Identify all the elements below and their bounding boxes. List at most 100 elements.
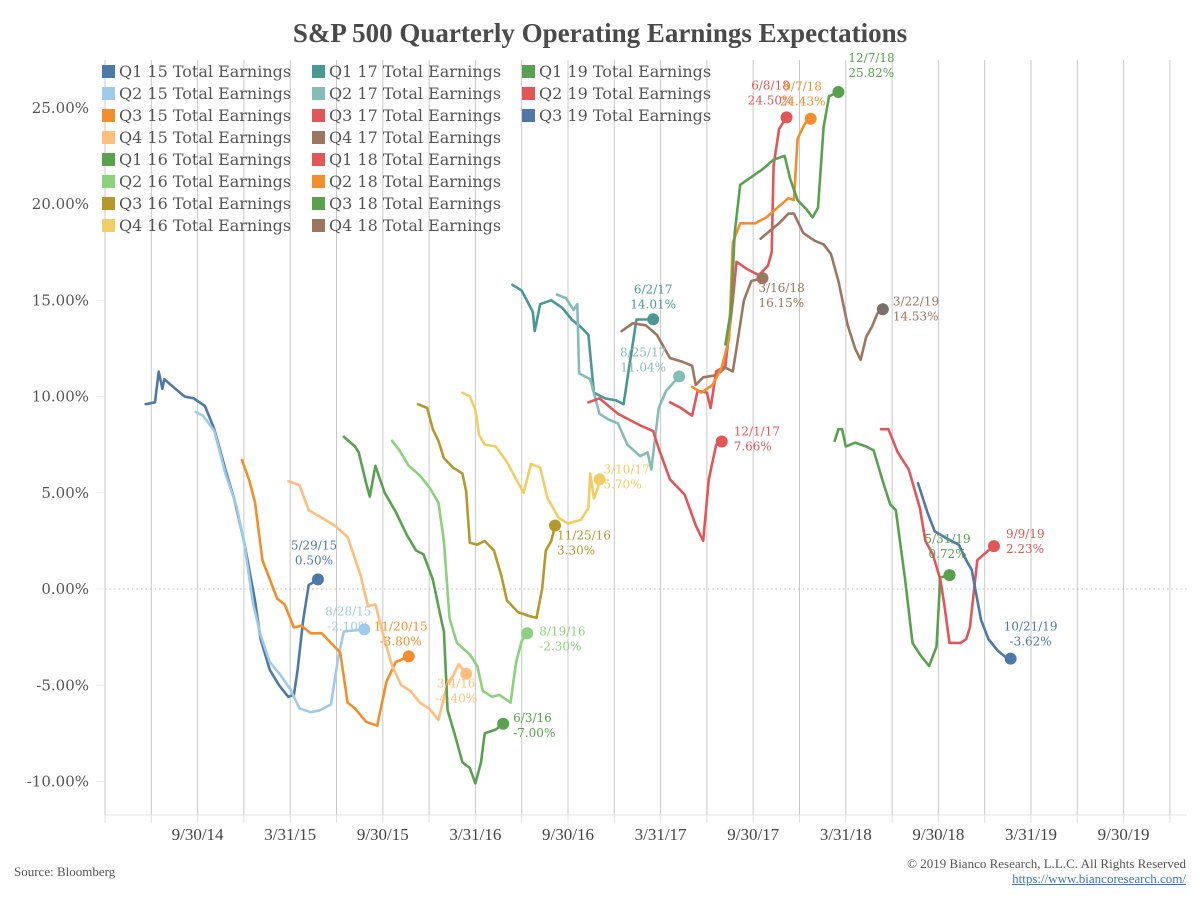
end-point-marker [497, 717, 510, 730]
legend-label: Q4 16 Total Earnings [119, 216, 291, 235]
x-tick-label: 3/31/16 [449, 825, 501, 844]
x-tick-label: 9/30/18 [912, 825, 964, 844]
legend-swatch [102, 87, 115, 100]
end-label-date: 3/22/19 [893, 294, 939, 308]
series-line-q1-18-total-earnings [668, 116, 788, 418]
end-label-date: 5/29/15 [291, 538, 337, 552]
series-line-q3-19-total-earnings [916, 481, 1012, 660]
end-point-marker [647, 313, 660, 326]
end-label-date: 10/21/19 [1004, 620, 1058, 634]
end-label-value: -7.00% [513, 726, 555, 740]
end-point-marker [549, 519, 562, 532]
legend-item: Q2 16 Total Earnings [102, 172, 291, 191]
series-lines [144, 90, 1012, 785]
legend-label: Q3 15 Total Earnings [119, 106, 291, 125]
end-label-date: 6/8/18 [751, 78, 790, 92]
series-line-q4-18-total-earnings [759, 212, 885, 362]
legend-item: Q3 17 Total Earnings [312, 106, 501, 125]
legend-swatch [312, 131, 325, 144]
legend-label: Q1 15 Total Earnings [119, 62, 291, 81]
legend-item: Q2 19 Total Earnings [522, 84, 711, 103]
copyright-text: © 2019 Bianco Research, L.L.C. All Right… [907, 856, 1186, 871]
legend-label: Q2 16 Total Earnings [119, 172, 291, 191]
end-label-date: 5/31/19 [924, 532, 970, 546]
legend-item: Q1 19 Total Earnings [522, 62, 711, 81]
website-link[interactable]: https://www.biancoresearch.com/ [1012, 871, 1186, 886]
legend-label: Q1 18 Total Earnings [329, 150, 501, 169]
legend-swatch [102, 109, 115, 122]
legend-item: Q4 16 Total Earnings [102, 216, 291, 235]
series-line-q3-17-total-earnings [587, 397, 723, 543]
end-point-marker [460, 667, 473, 680]
legend-label: Q2 17 Total Earnings [329, 84, 501, 103]
end-label-value: 16.15% [758, 296, 804, 310]
legend-item: Q1 16 Total Earnings [102, 150, 291, 169]
legend-item: Q3 18 Total Earnings [312, 194, 501, 213]
grid [104, 60, 1187, 823]
x-tick-label: 3/31/17 [635, 825, 687, 844]
x-axis: 9/30/14 3/31/15 9/30/15 3/31/16 9/30/16 3/31/… [172, 825, 1150, 844]
x-tick-label: 9/30/17 [727, 825, 779, 844]
x-tick-label: 3/31/18 [820, 825, 872, 844]
end-label-date: 12/7/18 [848, 51, 894, 65]
y-tick-label: 20.00% [32, 195, 89, 213]
series-line-q3-18-total-earnings [724, 90, 840, 346]
end-label-date: 3/4/16 [437, 677, 476, 691]
y-tick-label: 5.00% [41, 484, 89, 502]
end-label-value: -4.40% [435, 692, 477, 706]
legend-item: Q2 18 Total Earnings [312, 172, 501, 191]
end-label-date: 6/2/17 [634, 282, 673, 296]
end-point-marker [832, 85, 845, 98]
series-line-q2-19-total-earnings [879, 427, 996, 645]
legend-label: Q4 17 Total Earnings [329, 128, 501, 147]
end-label-date: 12/1/17 [734, 425, 780, 439]
end-label-date: 8/19/16 [539, 624, 585, 638]
end-label-date: 8/25/17 [620, 345, 666, 359]
chart-title: S&P 500 Quarterly Operating Earnings Exp… [292, 18, 908, 48]
x-tick-label: 9/30/14 [172, 825, 224, 844]
end-point-marker [521, 627, 534, 640]
x-tick-label: 3/31/19 [1005, 825, 1057, 844]
legend-label: Q1 16 Total Earnings [119, 150, 291, 169]
legend-swatch [102, 219, 115, 232]
y-tick-label: 0.00% [41, 580, 89, 598]
end-label-value: 14.01% [630, 297, 676, 311]
series-line-q3-16-total-earnings [416, 402, 557, 620]
end-label-date: 11/20/15 [374, 619, 428, 633]
legend-swatch [522, 87, 535, 100]
legend-item: Q4 15 Total Earnings [102, 128, 291, 147]
legend-swatch [522, 109, 535, 122]
end-point-marker [715, 435, 728, 448]
legend: Q1 15 Total Earnings Q2 15 Total Earnings… [102, 62, 711, 235]
legend-label: Q4 15 Total Earnings [119, 128, 291, 147]
end-label-date: 8/28/15 [325, 604, 371, 618]
end-annotations: 5/29/150.50% 8/28/15-2.10% 11/20/15-3.80% 3… [291, 51, 1058, 740]
legend-label: Q3 16 Total Earnings [119, 194, 291, 213]
end-label-value: -2.10% [327, 619, 369, 633]
series-line-q3-15-total-earnings [240, 458, 410, 727]
legend-label: Q2 18 Total Earnings [329, 172, 501, 191]
legend-swatch [102, 175, 115, 188]
legend-label: Q2 19 Total Earnings [539, 84, 711, 103]
legend-item: Q3 16 Total Earnings [102, 194, 291, 213]
end-label-value: 0.72% [928, 547, 966, 561]
legend-item: Q1 17 Total Earnings [312, 62, 501, 81]
legend-label: Q1 19 Total Earnings [539, 62, 711, 81]
end-point-marker [987, 540, 1000, 553]
x-tick-label: 9/30/19 [1098, 825, 1150, 844]
legend-item: Q2 17 Total Earnings [312, 84, 501, 103]
series-line-q1-16-total-earnings [342, 435, 505, 785]
end-label-date: 9/9/19 [1006, 527, 1045, 541]
legend-swatch [312, 197, 325, 210]
legend-item: Q1 15 Total Earnings [102, 62, 291, 81]
legend-swatch [312, 153, 325, 166]
legend-swatch [102, 153, 115, 166]
series-line-q1-15-total-earnings [144, 370, 320, 699]
legend-label: Q1 17 Total Earnings [329, 62, 501, 81]
legend-swatch [312, 65, 325, 78]
y-axis: 25.00% 20.00% 15.00% 10.00% 5.00% 0.00% -5.00%… [27, 99, 104, 791]
end-point-marker [402, 650, 415, 663]
legend-label: Q3 17 Total Earnings [329, 106, 501, 125]
legend-swatch [102, 131, 115, 144]
y-tick-label: 15.00% [32, 291, 89, 309]
